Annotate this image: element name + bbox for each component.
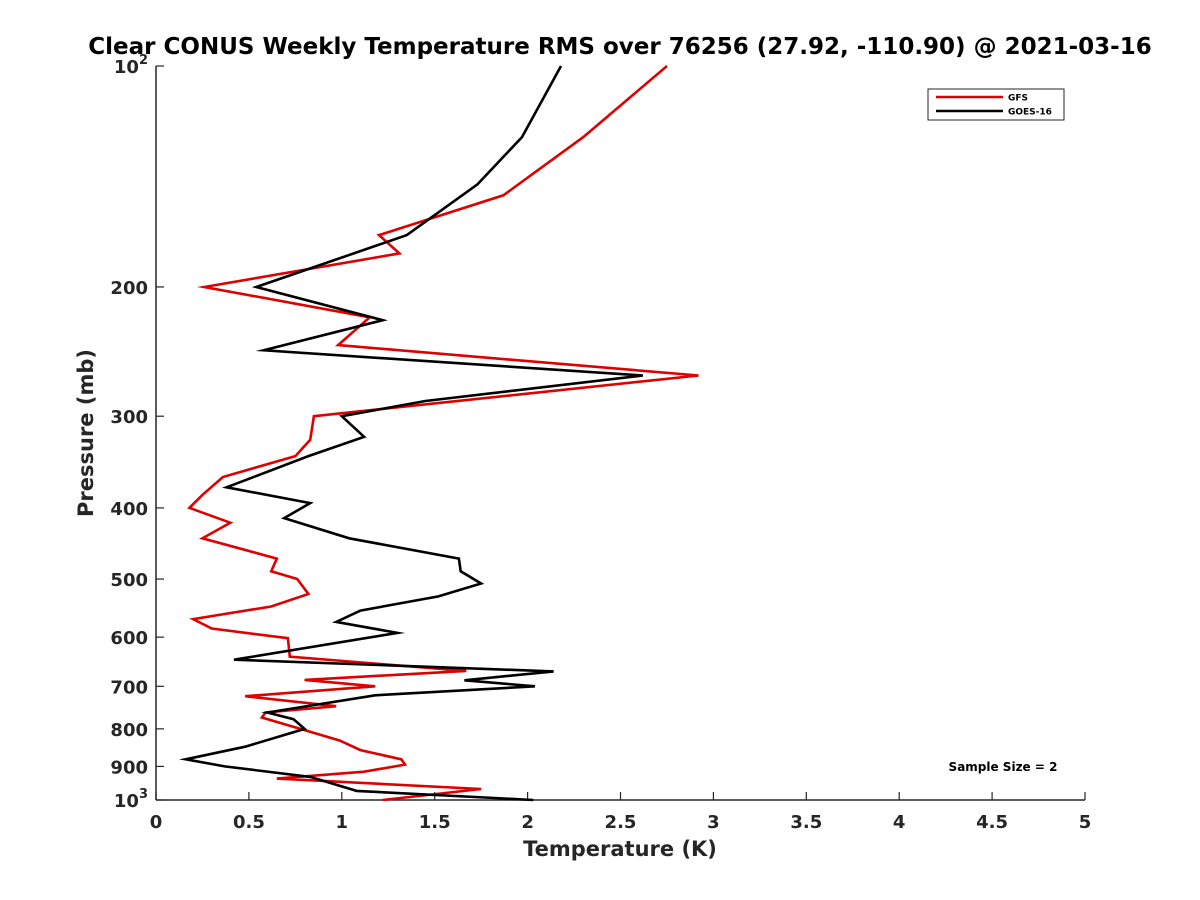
y-tick-label: 400 xyxy=(110,499,148,520)
x-tick-label: 4 xyxy=(893,812,906,833)
y-tick-label: 600 xyxy=(110,628,148,649)
y-tick-label: 800 xyxy=(110,720,148,741)
x-tick-label: 2 xyxy=(521,812,534,833)
x-tick-label: 1.5 xyxy=(419,812,451,833)
legend: GFS GOES-16 xyxy=(927,88,1065,121)
sample-size-annotation: Sample Size = 2 xyxy=(949,760,1058,774)
y-tick-label: 900 xyxy=(110,757,148,778)
legend-label: GFS xyxy=(1008,94,1028,104)
series-line-goes-16 xyxy=(178,65,643,802)
y-tick-label: 200 xyxy=(110,278,148,299)
y-tick-exponent: 3 xyxy=(139,787,148,802)
x-axis-label: Temperature (K) xyxy=(523,837,717,861)
y-tick-label: 700 xyxy=(110,677,148,698)
x-tick-label: 5 xyxy=(1079,812,1092,833)
y-tick-label: 500 xyxy=(110,570,148,591)
y-tick-label: 300 xyxy=(110,407,148,428)
x-tick-label: 3.5 xyxy=(790,812,822,833)
legend-box xyxy=(927,88,1065,121)
x-tick-label: 1 xyxy=(336,812,349,833)
series-lines xyxy=(178,65,699,802)
chart-title: Clear CONUS Weekly Temperature RMS over … xyxy=(88,34,1151,60)
y-tick-base: 10 xyxy=(114,57,139,78)
x-tick-label: 3 xyxy=(707,812,720,833)
x-tick-label: 2.5 xyxy=(605,812,637,833)
y-axis-label: Pressure (mb) xyxy=(74,349,98,517)
x-tick-label: 4.5 xyxy=(976,812,1008,833)
y-tick-exponent: 2 xyxy=(139,53,148,68)
y-tick-label: 103 xyxy=(114,787,148,812)
series-line-gfs xyxy=(187,65,699,802)
x-axis-ticks: 0 0.5 1 1.5 2 2.5 3 3.5 4 4.5 5 xyxy=(150,792,1092,833)
x-tick-label: 0 xyxy=(150,812,163,833)
y-tick-base: 10 xyxy=(114,791,139,812)
legend-label: GOES-16 xyxy=(1008,108,1052,118)
x-tick-label: 0.5 xyxy=(233,812,265,833)
y-tick-label: 102 xyxy=(114,53,148,78)
